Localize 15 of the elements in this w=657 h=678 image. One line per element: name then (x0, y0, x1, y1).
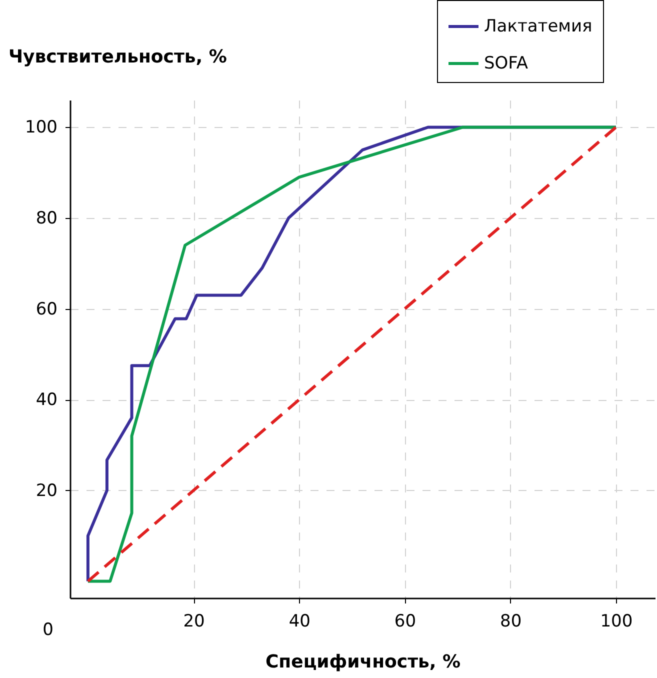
x-tick-label: 60 (394, 612, 416, 632)
y-tick-label: 80 (36, 208, 58, 229)
x-tick-label: 100 (600, 612, 633, 632)
legend-label: Лактатемия (484, 16, 592, 36)
x-tick-label: 40 (288, 612, 310, 632)
y-tick-label: 60 (36, 299, 58, 320)
y-tick-label: 100 (25, 118, 58, 138)
legend-label: SOFA (484, 54, 528, 74)
x-axis-title: Специфичность, % (265, 652, 461, 672)
y-axis-title: Чувствительность, % (8, 46, 227, 68)
x-tick-label: 80 (500, 612, 522, 632)
x-tick-label: 20 (183, 612, 205, 632)
y-tick-label: 40 (36, 390, 58, 410)
text: 0 (42, 620, 54, 640)
y-tick-label: 20 (36, 480, 58, 501)
